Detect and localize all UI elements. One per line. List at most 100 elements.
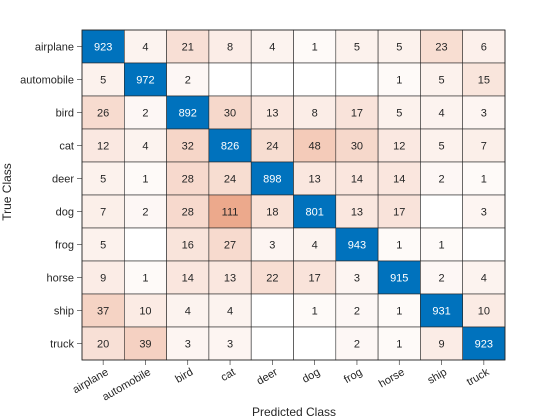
cell-value: 24 [224, 174, 236, 186]
cell-value: 5 [100, 75, 106, 87]
cell-value: 2 [354, 306, 360, 318]
cell-value: 972 [136, 75, 154, 87]
cell-horse-dog [293, 260, 337, 295]
cell-value: 23 [435, 42, 447, 54]
cell-automobile-deer [250, 62, 294, 97]
cell-value: 14 [393, 174, 405, 186]
cell-value: 4 [481, 273, 487, 285]
cell-truck-horse [377, 326, 421, 361]
cell-cat-truck [462, 128, 506, 163]
cell-dog-cat [208, 194, 252, 229]
cell-ship-dog [293, 293, 337, 328]
cell-ship-automobile [124, 293, 167, 328]
cell-truck-frog [335, 326, 379, 361]
cell-value: 48 [309, 141, 321, 153]
cell-automobile-horse [377, 62, 421, 97]
cell-frog-airplane [81, 227, 125, 262]
cell-deer-ship [420, 161, 463, 196]
cell-value: 898 [263, 174, 281, 186]
cell-value: 8 [227, 42, 233, 54]
cell-value: 5 [100, 174, 106, 186]
cell-value: 16 [182, 240, 194, 252]
cell-value: 14 [182, 273, 194, 285]
cell-frog-deer [250, 227, 294, 262]
cell-frog-automobile [124, 227, 167, 262]
cell-dog-automobile [124, 194, 167, 229]
cell-value: 17 [351, 108, 363, 120]
cell-truck-automobile [124, 326, 167, 361]
cell-ship-frog [335, 293, 379, 328]
cell-automobile-frog [335, 62, 379, 97]
y-tick-label: frog [55, 240, 74, 252]
cell-value: 9 [100, 273, 106, 285]
cell-ship-bird [166, 293, 210, 328]
cell-horse-truck [462, 260, 506, 295]
cell-value: 5 [438, 75, 444, 87]
cell-horse-cat [208, 260, 252, 295]
y-tick-label: bird [56, 108, 74, 120]
cell-value: 1 [438, 240, 444, 252]
cell-value: 10 [478, 306, 490, 318]
cell-value: 5 [100, 240, 106, 252]
cell-bird-cat [208, 95, 252, 130]
y-axis-title: True Class [0, 163, 14, 221]
cell-value: 931 [432, 306, 450, 318]
cell-value: 30 [224, 108, 236, 120]
cell-value: 39 [139, 339, 151, 351]
cell-value: 13 [224, 273, 236, 285]
cell-value: 9 [438, 339, 444, 351]
cell-cat-bird [166, 128, 210, 163]
cell-truck-ship [420, 326, 463, 361]
cell-truck-bird [166, 326, 210, 361]
cell-value: 8 [312, 108, 318, 120]
cell-value: 6 [481, 42, 487, 54]
cell-value: 13 [309, 174, 321, 186]
x-tick-label: frog [342, 366, 364, 386]
cell-ship-airplane [81, 293, 125, 328]
cell-cat-automobile [124, 128, 167, 163]
y-tick-label: ship [54, 306, 74, 318]
cell-bird-frog [335, 95, 379, 130]
x-tick-label: dog [300, 366, 322, 386]
cell-value: 111 [222, 207, 239, 219]
cell-ship-truck [462, 293, 506, 328]
cell-value: 12 [97, 141, 109, 153]
cell-value: 3 [185, 339, 191, 351]
y-tick-label: automobile [20, 75, 74, 87]
cell-value: 4 [142, 42, 148, 54]
cell-value: 3 [269, 240, 275, 252]
cell-deer-airplane [81, 161, 125, 196]
cell-automobile-cat [208, 62, 252, 97]
cell-airplane-automobile [124, 29, 167, 64]
cell-value: 1 [312, 306, 318, 318]
cell-value: 892 [179, 108, 197, 120]
cell-horse-bird [166, 260, 210, 295]
cell-value: 4 [185, 306, 191, 318]
cell-bird-bird [166, 95, 210, 130]
cell-value: 21 [182, 42, 194, 54]
cell-cat-airplane [81, 128, 125, 163]
cell-value: 1 [396, 75, 402, 87]
cell-value: 3 [227, 339, 233, 351]
cell-value: 943 [348, 240, 366, 252]
cell-dog-truck [462, 194, 506, 229]
cell-horse-frog [335, 260, 379, 295]
cell-value: 32 [182, 141, 194, 153]
cell-dog-ship [420, 194, 463, 229]
cell-automobile-truck [462, 62, 506, 97]
cell-truck-airplane [81, 326, 125, 361]
cell-ship-deer [250, 293, 294, 328]
cell-truck-deer [250, 326, 294, 361]
cell-value: 3 [481, 207, 487, 219]
cell-value: 3 [354, 273, 360, 285]
cell-bird-dog [293, 95, 337, 130]
cell-dog-bird [166, 194, 210, 229]
cell-value: 15 [478, 75, 490, 87]
cell-airplane-truck [462, 29, 506, 64]
cell-value: 1 [396, 240, 402, 252]
cell-dog-deer [250, 194, 294, 229]
cell-airplane-airplane [81, 29, 125, 64]
cell-value: 4 [312, 240, 318, 252]
